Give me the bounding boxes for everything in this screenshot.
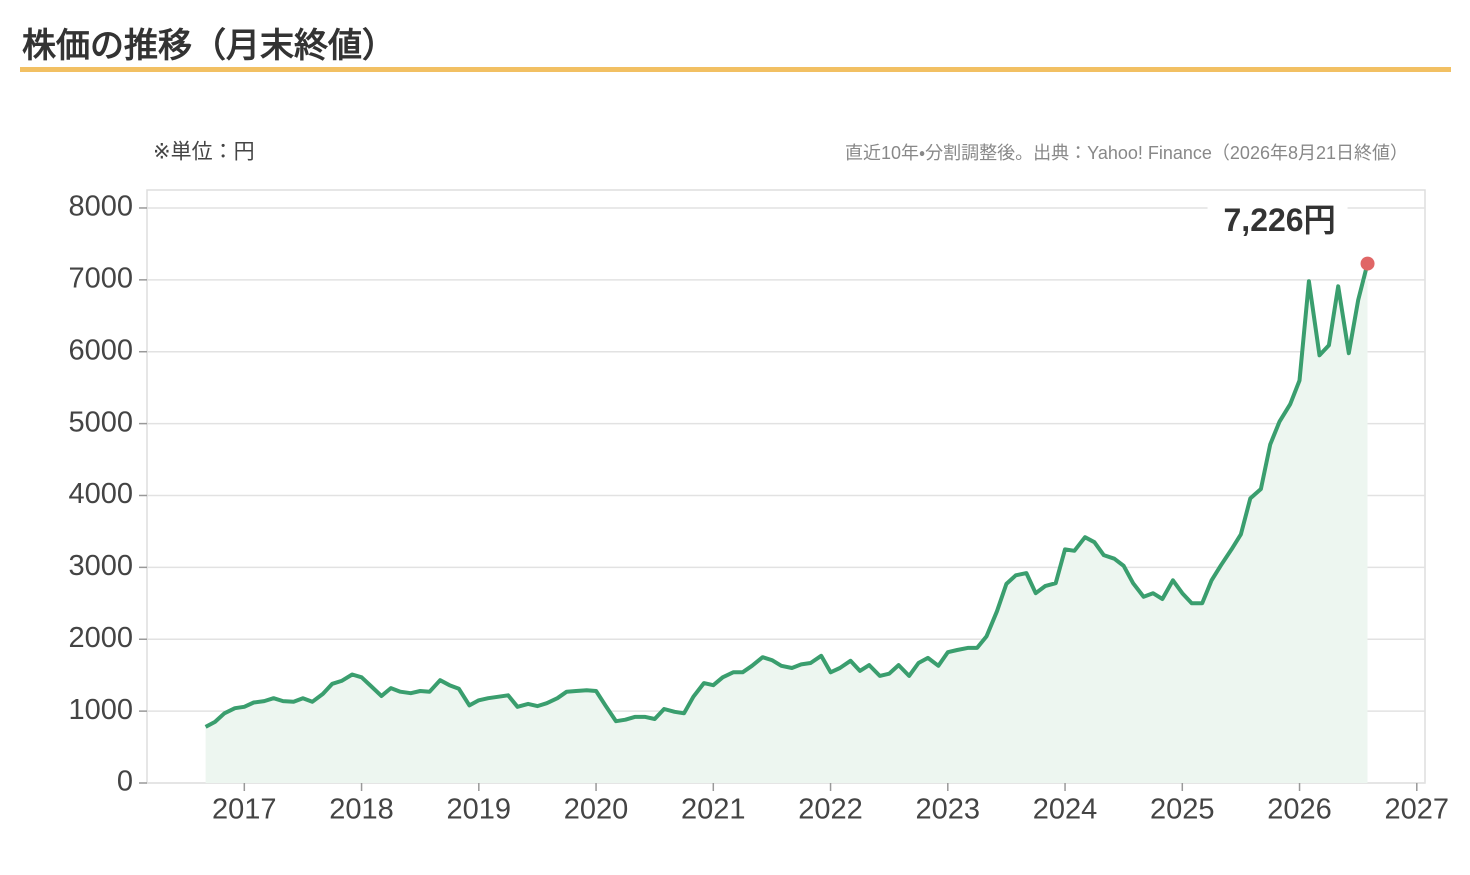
y-tick-label: 5000: [68, 406, 133, 438]
source-note: 直近10年・分割調整後。出典：Yahoo! Finance（2026年8月21日…: [845, 143, 1408, 163]
x-tick-label: 2021: [681, 794, 746, 826]
price-line: [204, 263, 1370, 729]
y-tick-label: 3000: [68, 550, 133, 582]
area: [205, 263, 1368, 784]
x-tick-label: 2024: [1033, 794, 1098, 826]
y-tick-label: 8000: [68, 191, 133, 223]
x-tick-label: 2022: [798, 794, 863, 826]
annotation-bg: [1207, 201, 1348, 240]
x-tick-label: 2019: [447, 794, 512, 826]
y-tick-label: 2000: [68, 622, 133, 654]
title-underline: [20, 67, 1451, 72]
last-value-label: 7,226円: [1224, 202, 1336, 238]
chart-title: 株価の推移（月末終値）: [22, 26, 396, 65]
y-tick-label: 6000: [68, 334, 133, 366]
unit-note: ※単位：円: [153, 141, 255, 164]
x-tick-label: 2017: [212, 794, 277, 826]
last-point: [1360, 256, 1375, 271]
y-tick-label: 0: [117, 766, 133, 798]
x-tick-label: 2027: [1385, 794, 1450, 826]
x-tick-label: 2018: [329, 794, 394, 826]
x-tick-label: 2023: [916, 794, 981, 826]
y-tick-label: 7000: [68, 263, 133, 295]
y-tick-label: 1000: [68, 694, 133, 726]
x-tick-label: 2026: [1267, 794, 1332, 826]
x-tick-label: 2020: [564, 794, 629, 826]
y-tick-label: 4000: [68, 478, 133, 510]
x-tick-label: 2025: [1150, 794, 1215, 826]
